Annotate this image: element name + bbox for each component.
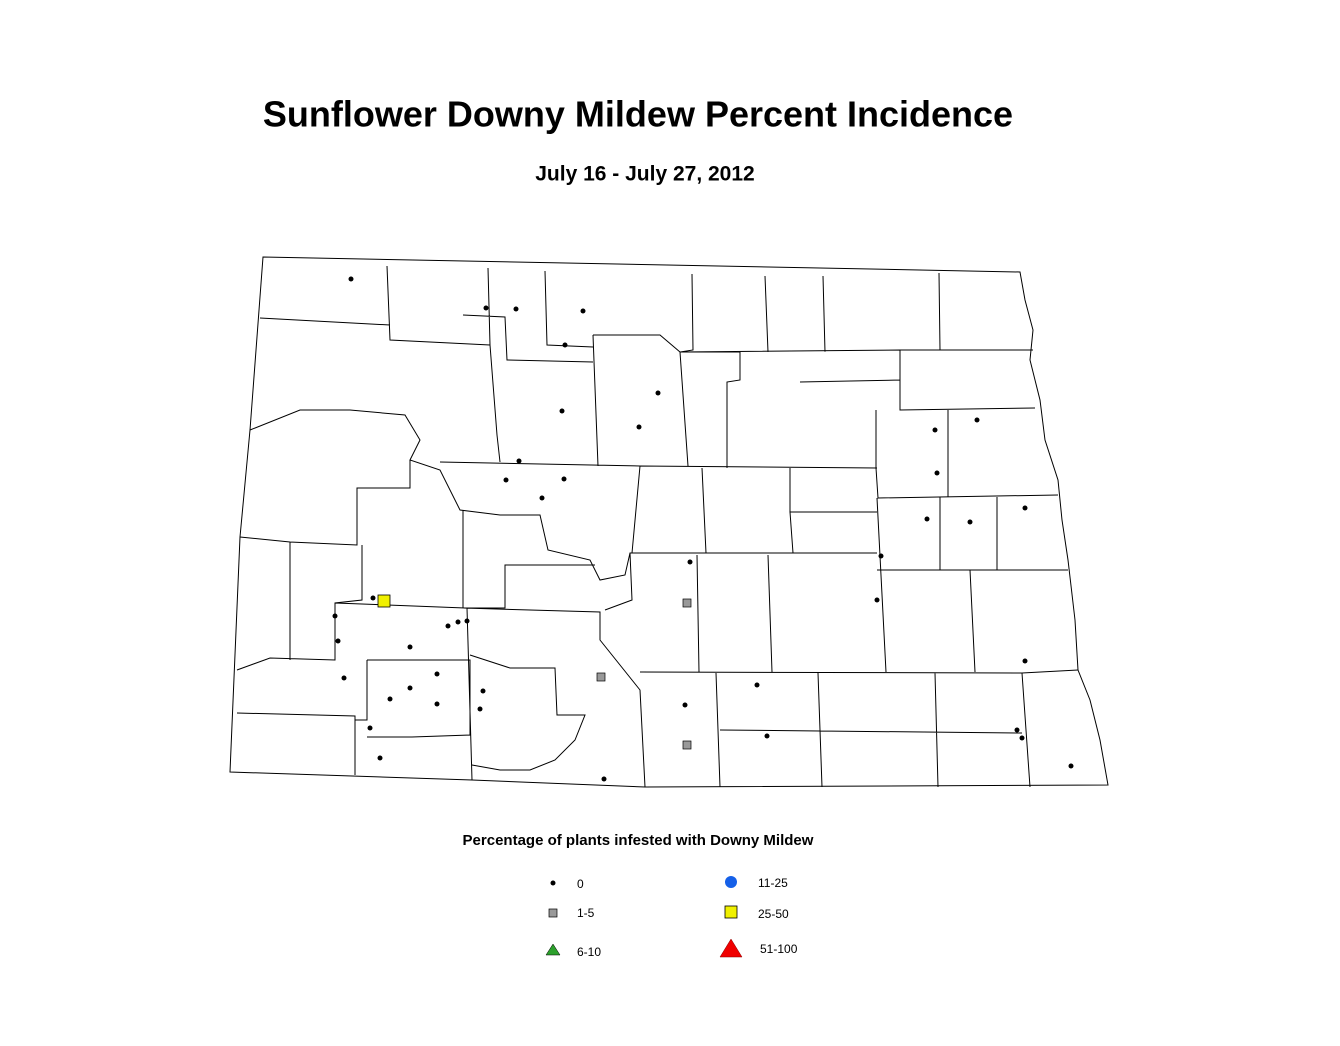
sample-point <box>1019 735 1025 741</box>
county-lines <box>236 265 1079 788</box>
sample-point <box>682 740 692 750</box>
sample-point <box>516 458 522 464</box>
legend-label: 0 <box>577 877 584 891</box>
map-subtitle: July 16 - July 27, 2012 <box>535 163 754 186</box>
sample-point <box>967 519 973 525</box>
sample-point <box>407 644 413 650</box>
sample-point <box>335 638 341 644</box>
sample-point <box>480 688 486 694</box>
sample-point <box>370 595 376 601</box>
legend-label: 6-10 <box>577 945 601 959</box>
sample-point <box>924 516 930 522</box>
sample-point <box>377 755 383 761</box>
sample-point <box>561 476 567 482</box>
legend-symbol <box>545 943 561 956</box>
sample-point <box>1022 505 1028 511</box>
sample-point <box>477 706 483 712</box>
sample-point <box>874 597 880 603</box>
sample-point <box>539 495 545 501</box>
sample-point <box>341 675 347 681</box>
sample-point <box>682 598 692 608</box>
sample-point <box>596 672 606 682</box>
sample-point <box>455 619 461 625</box>
sample-point <box>932 427 938 433</box>
sample-point <box>445 623 451 629</box>
sample-point <box>559 408 565 414</box>
sample-point <box>764 733 770 739</box>
legend-symbol <box>548 908 558 918</box>
sample-point <box>878 553 884 559</box>
sample-point <box>974 417 980 423</box>
legend-label: 25-50 <box>758 907 789 921</box>
sample-point <box>434 671 440 677</box>
sample-point <box>1022 658 1028 664</box>
sample-point <box>636 424 642 430</box>
legend-title: Percentage of plants infested with Downy… <box>463 832 814 849</box>
sample-points <box>332 276 1074 782</box>
sample-point <box>934 470 940 476</box>
legend-symbol <box>725 876 737 888</box>
sample-point <box>332 613 338 619</box>
sample-point <box>601 776 607 782</box>
legend-label: 11-25 <box>758 876 788 890</box>
legend-symbol <box>550 880 556 886</box>
sample-point <box>754 682 760 688</box>
map-title: Sunflower Downy Mildew Percent Incidence <box>263 94 1013 135</box>
sample-point <box>655 390 661 396</box>
sample-point <box>348 276 354 282</box>
legend-symbol <box>719 938 743 958</box>
sample-point <box>1068 763 1074 769</box>
sample-point <box>377 594 391 608</box>
sample-point <box>407 685 413 691</box>
sample-point <box>464 618 470 624</box>
sample-point <box>503 477 509 483</box>
sample-point <box>562 342 568 348</box>
sample-point <box>682 702 688 708</box>
sample-point <box>513 306 519 312</box>
sample-point <box>580 308 586 314</box>
legend-symbol <box>724 905 738 919</box>
sample-point <box>387 696 393 702</box>
state-outline <box>229 256 1109 788</box>
sample-point <box>687 559 693 565</box>
sample-point <box>1014 727 1020 733</box>
state-map <box>229 256 1109 788</box>
legend: 0 1-5 6-10 11-25 25-50 51-100 <box>545 876 798 959</box>
sample-point <box>434 701 440 707</box>
sample-point <box>367 725 373 731</box>
legend-label: 51-100 <box>760 942 798 956</box>
legend-label: 1-5 <box>577 906 595 920</box>
sample-point <box>483 305 489 311</box>
